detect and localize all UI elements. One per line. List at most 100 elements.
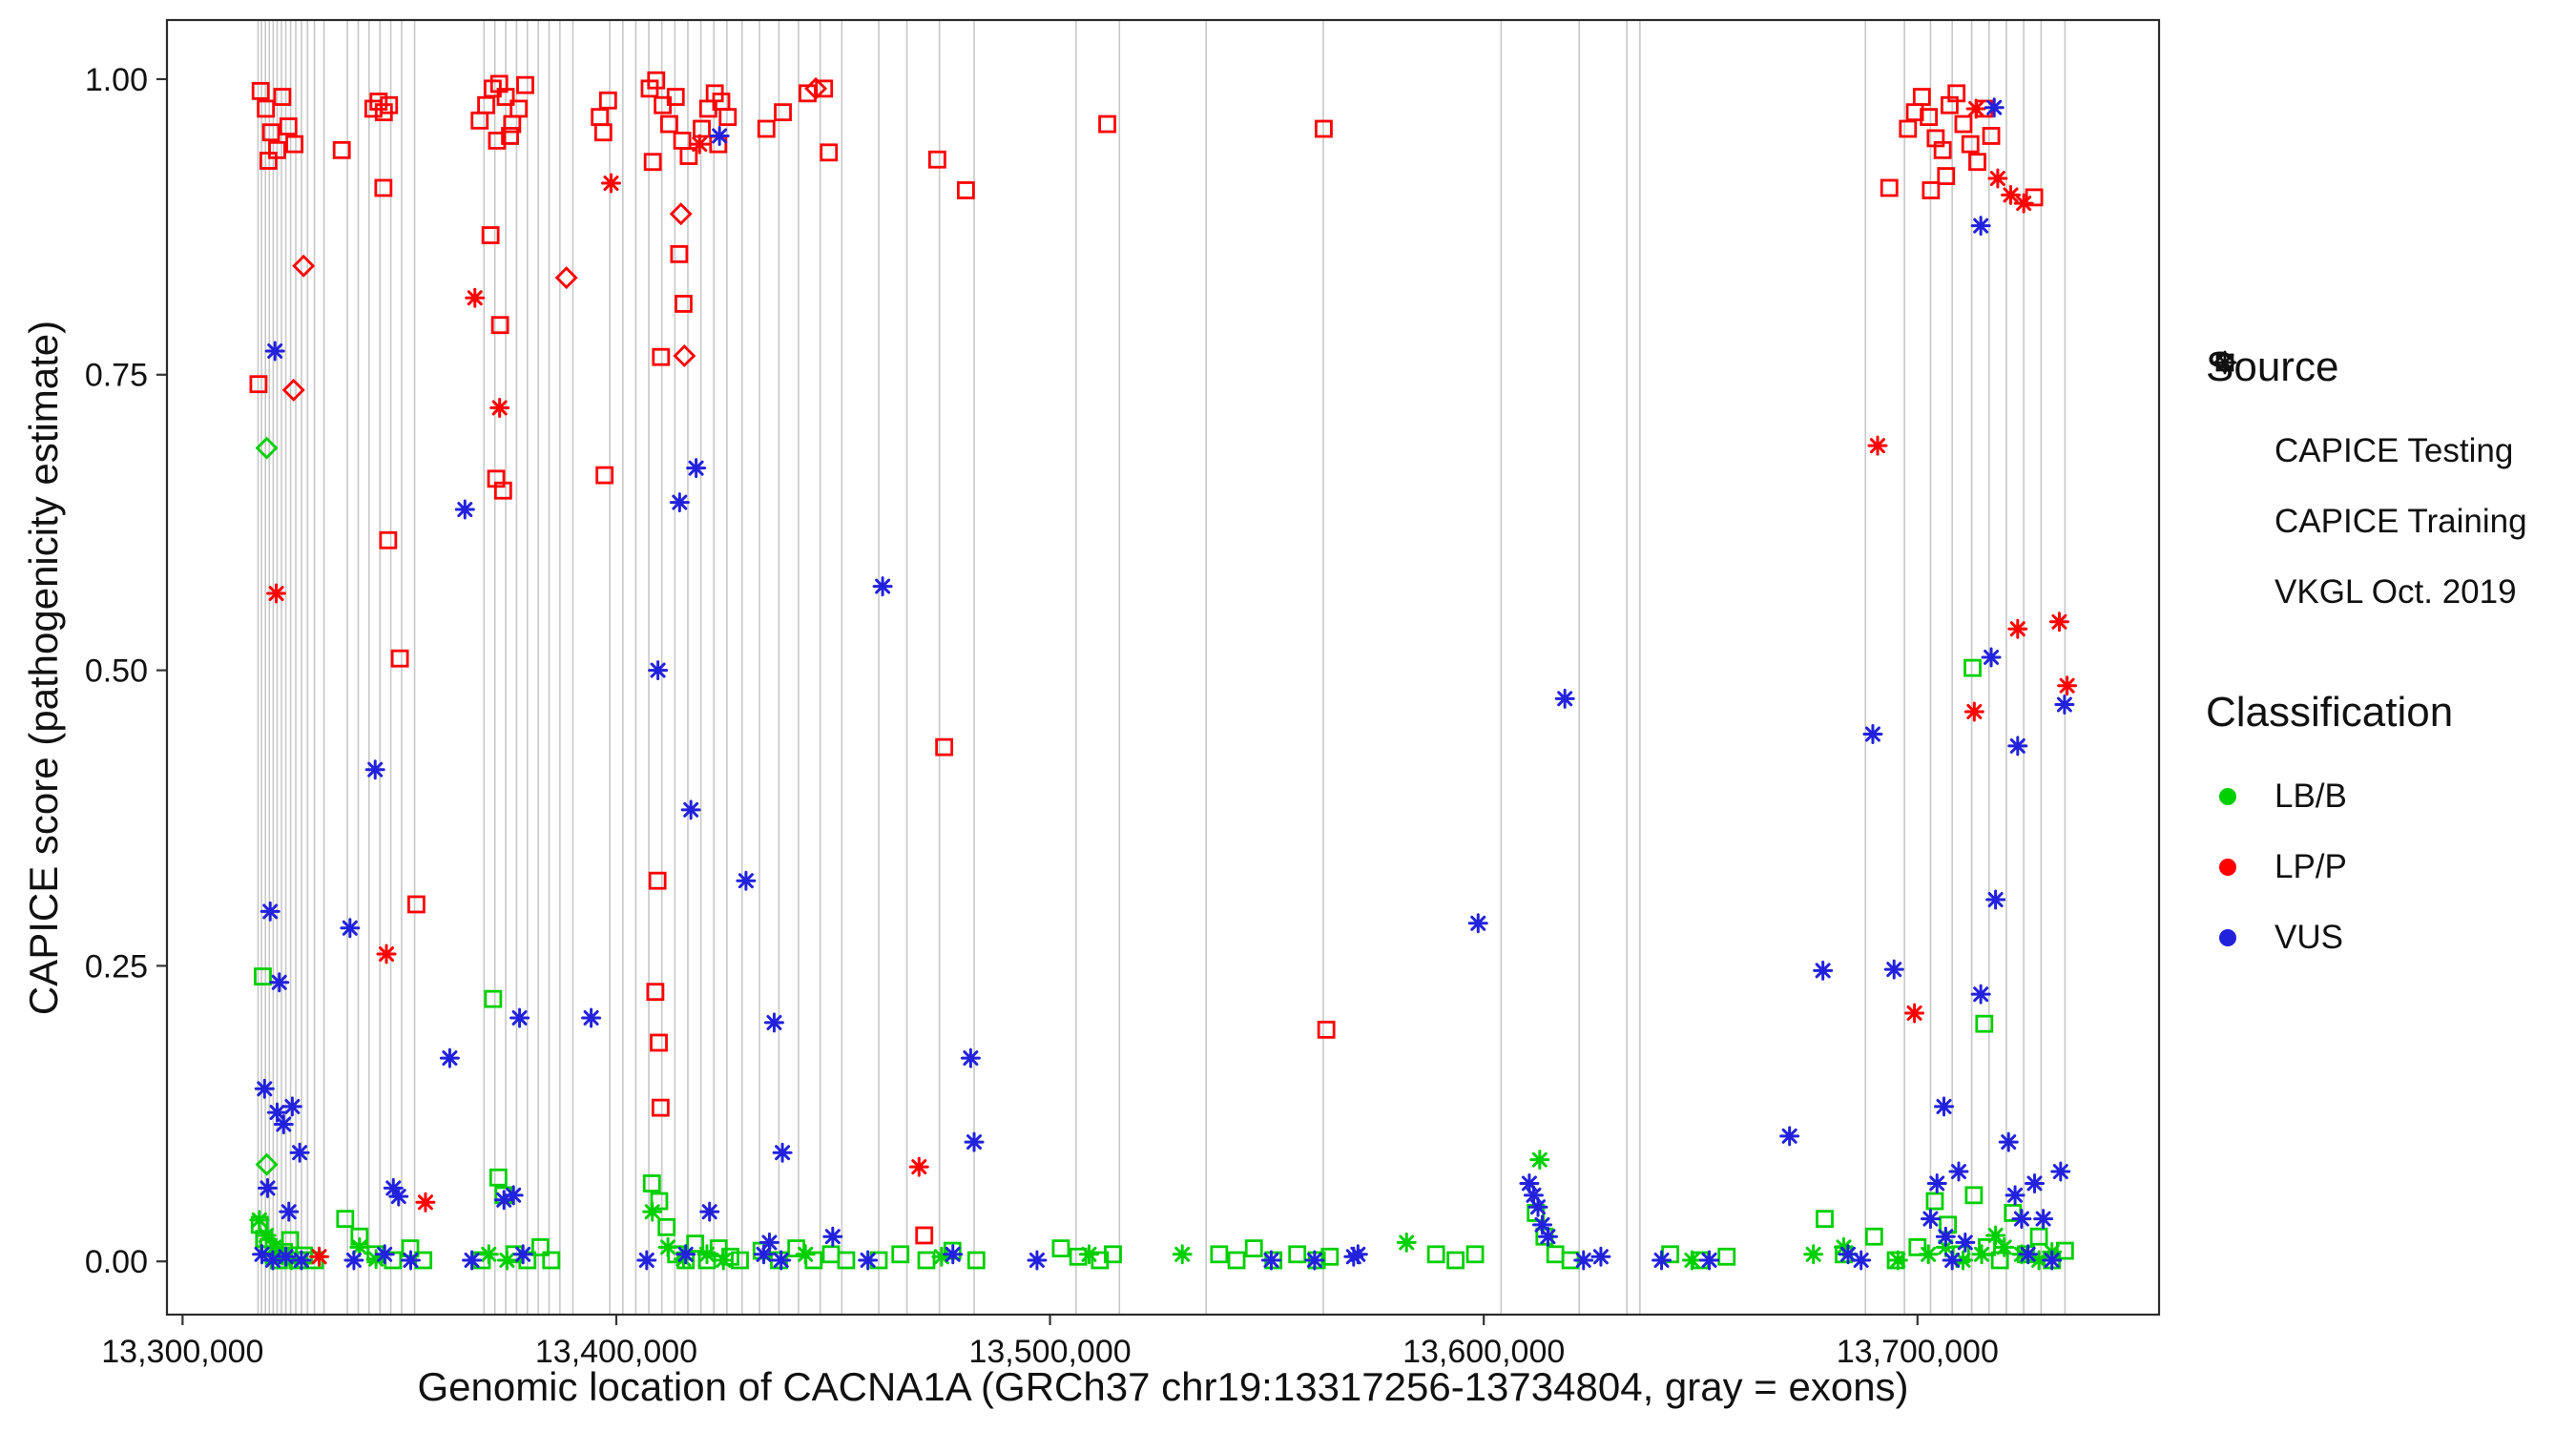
data-point-asterisk	[858, 1250, 879, 1271]
data-point-asterisk	[1699, 1250, 1720, 1271]
data-point-square	[1937, 167, 1956, 185]
data-point-asterisk	[289, 1142, 310, 1163]
data-point-asterisk	[281, 1096, 302, 1117]
data-point-asterisk	[1838, 1244, 1859, 1265]
data-point-asterisk	[364, 759, 385, 780]
data-point-square	[336, 1210, 355, 1229]
legend-item-label: VUS	[2275, 919, 2343, 956]
data-point-asterisk	[1652, 1250, 1672, 1271]
data-point-asterisk	[1942, 1250, 1963, 1271]
data-point-square	[493, 481, 512, 500]
data-point-asterisk	[2013, 193, 2034, 214]
x-axis-title: Genomic location of CACNA1A (GRCh37 chr1…	[417, 1364, 1909, 1409]
data-point-asterisk	[1304, 1250, 1325, 1271]
data-point-asterisk	[795, 1244, 816, 1265]
data-point-asterisk	[908, 1156, 929, 1177]
legend-item-lbb: LB/B	[2206, 761, 2574, 832]
plot-panel-border	[165, 18, 2161, 1317]
data-point-asterisk	[657, 1236, 678, 1257]
data-point-square	[1816, 1210, 1834, 1229]
data-point-square	[1426, 1245, 1445, 1264]
data-point-square	[1968, 153, 1986, 172]
data-point-asterisk	[1904, 1003, 1925, 1024]
data-point-square	[1961, 135, 1980, 154]
data-point-asterisk	[2054, 695, 2075, 716]
data-point-square	[251, 81, 270, 100]
data-point-square	[787, 1239, 806, 1258]
data-point-square	[595, 466, 614, 485]
data-point-square	[891, 1245, 910, 1264]
data-point-asterisk	[1519, 1172, 1540, 1193]
data-point-square	[774, 103, 792, 122]
data-point-asterisk	[1887, 1250, 1908, 1271]
legend-source-title: Source	[2206, 343, 2339, 390]
data-point-asterisk	[1779, 1126, 1800, 1147]
data-point-square	[484, 989, 503, 1008]
data-point-square	[257, 99, 276, 118]
data-point-asterisk	[439, 1047, 460, 1068]
data-point-asterisk	[2007, 736, 2028, 757]
data-point-asterisk	[1918, 1244, 1939, 1265]
data-point-asterisk	[264, 341, 285, 362]
data-point-asterisk	[763, 1012, 784, 1033]
data-point-square	[1717, 1247, 1736, 1266]
data-point-square	[1964, 1186, 1984, 1205]
data-point-asterisk	[1934, 1096, 1955, 1117]
data-point-asterisk	[340, 918, 361, 939]
data-point-square	[390, 649, 409, 668]
legend-item-vus: VUS	[2206, 902, 2574, 973]
data-point-square	[1244, 1239, 1263, 1258]
data-point-asterisk	[736, 870, 757, 891]
legend-item-capice-testing: CAPICE Testing	[2206, 351, 2574, 487]
data-point-asterisk	[1834, 1236, 1854, 1257]
data-point-asterisk	[257, 1177, 278, 1198]
data-point-square	[470, 111, 489, 130]
data-point-square	[406, 895, 426, 914]
data-point-square	[1315, 119, 1333, 138]
data-point-square	[666, 88, 685, 106]
data-point-square	[915, 1226, 934, 1245]
data-point-asterisk	[365, 1249, 386, 1270]
data-point-asterisk	[1998, 1131, 2019, 1152]
data-point-asterisk	[964, 1131, 985, 1152]
data-point-asterisk	[669, 492, 690, 513]
data-point-asterisk	[1955, 1232, 1976, 1253]
data-point-square	[2025, 188, 2044, 207]
data-point-square	[380, 95, 399, 114]
data-point-asterisk	[415, 1192, 436, 1213]
data-point-asterisk	[1813, 960, 1834, 981]
data-point-asterisk	[1970, 984, 1991, 1005]
vus-color-dot-icon	[2219, 929, 2236, 946]
data-point-asterisk	[772, 1142, 793, 1163]
data-point-square	[718, 108, 737, 127]
data-point-square	[332, 140, 351, 159]
legend-item-lpp: LP/P	[2206, 832, 2574, 902]
data-point-square	[254, 967, 272, 985]
data-point-asterisk	[291, 1250, 312, 1271]
data-point-square	[650, 1192, 669, 1211]
data-point-asterisk	[673, 1249, 694, 1270]
legend-item-label: CAPICE Training	[2275, 503, 2527, 540]
data-point-asterisk	[1867, 435, 1888, 456]
data-point-asterisk	[1926, 1172, 1947, 1193]
data-point-asterisk	[1985, 1225, 2006, 1246]
data-point-square	[259, 152, 278, 170]
data-point-asterisk	[1396, 1232, 1417, 1253]
data-point-square	[374, 178, 393, 197]
data-point-asterisk	[642, 1201, 663, 1222]
legend-classification-title: Classification	[2206, 689, 2454, 736]
data-point-asterisk	[1981, 647, 2002, 668]
y-tick-label: 1.00	[85, 62, 148, 98]
data-point-square	[642, 1174, 661, 1192]
data-point-asterisk	[636, 1250, 657, 1271]
data-point-square	[648, 871, 667, 890]
data-point-asterisk	[581, 1007, 602, 1028]
x-tick-label: 13,300,000	[101, 1334, 263, 1370]
lbb-color-dot-icon	[2219, 788, 2236, 805]
data-point-diamond	[554, 266, 578, 290]
data-point-square	[757, 119, 776, 138]
data-point-square	[1975, 1014, 1994, 1033]
data-point-asterisk	[1948, 1161, 1969, 1182]
data-point-square	[1925, 1192, 1944, 1211]
